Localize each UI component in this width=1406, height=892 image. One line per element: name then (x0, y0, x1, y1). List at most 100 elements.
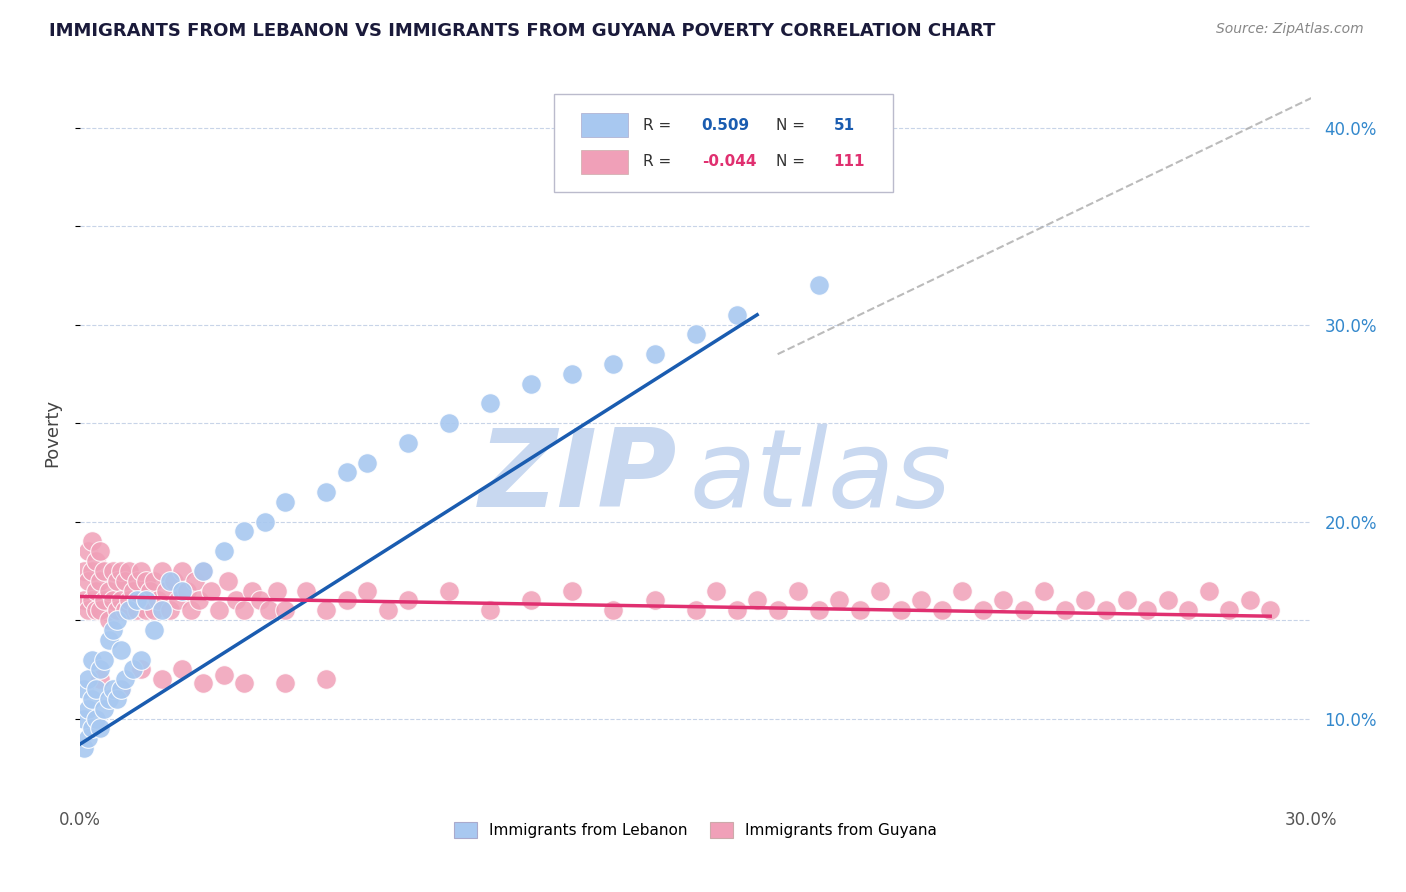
Point (89, 672, 111, 686)
Point (73, 682, 96, 697)
Text: R =: R = (643, 154, 676, 169)
Legend: Immigrants from Lebanon, Immigrants from Guyana: Immigrants from Lebanon, Immigrants from… (447, 816, 943, 845)
Point (257, 603, 280, 617)
Point (155, 583, 177, 598)
Point (101, 593, 124, 607)
Point (73, 712, 96, 726)
Text: N =: N = (776, 118, 810, 133)
Text: -0.044: -0.044 (702, 154, 756, 169)
Text: 111: 111 (834, 154, 865, 169)
Point (97, 583, 120, 598)
Point (561, 583, 583, 598)
Point (84, 554, 107, 568)
Point (766, 603, 789, 617)
Point (93, 702, 115, 716)
Point (191, 564, 214, 578)
Point (644, 347, 666, 361)
Point (274, 603, 297, 617)
Point (439, 416, 461, 430)
Point (294, 583, 316, 598)
Point (82, 593, 104, 607)
Point (807, 603, 830, 617)
Point (602, 357, 624, 371)
Point (127, 603, 149, 617)
Point (93, 593, 115, 607)
Point (191, 676, 214, 690)
Point (217, 574, 239, 588)
Point (142, 603, 165, 617)
Point (77, 574, 100, 588)
Point (77, 702, 100, 716)
Point (972, 603, 994, 617)
Point (787, 583, 810, 598)
Point (890, 603, 912, 617)
Point (315, 672, 337, 686)
Point (77, 672, 100, 686)
Point (644, 593, 666, 607)
Point (315, 603, 337, 617)
Point (110, 682, 132, 697)
Point (89, 603, 111, 617)
Point (84, 583, 107, 598)
Point (396, 593, 419, 607)
Point (240, 583, 263, 598)
FancyBboxPatch shape (581, 150, 628, 174)
Point (118, 603, 141, 617)
Point (274, 676, 297, 690)
Point (131, 564, 153, 578)
Point (110, 682, 132, 697)
Point (931, 603, 953, 617)
Point (212, 668, 235, 682)
Point (1218, 603, 1240, 617)
Point (135, 574, 157, 588)
Point (89, 544, 111, 558)
Point (439, 583, 461, 598)
Point (110, 564, 132, 578)
Point (1239, 593, 1261, 607)
Point (118, 564, 141, 578)
Point (131, 652, 153, 666)
Point (105, 603, 128, 617)
Point (93, 652, 115, 666)
Point (97, 613, 120, 627)
Point (1074, 593, 1097, 607)
Text: ZIP: ZIP (478, 424, 678, 530)
Point (869, 583, 891, 598)
Point (127, 574, 149, 588)
Text: IMMIGRANTS FROM LEBANON VS IMMIGRANTS FROM GUYANA POVERTY CORRELATION CHART: IMMIGRANTS FROM LEBANON VS IMMIGRANTS FR… (49, 22, 995, 40)
Point (146, 593, 169, 607)
Point (191, 564, 214, 578)
Point (1033, 583, 1056, 598)
Point (993, 593, 1015, 607)
Point (82, 534, 104, 549)
Point (138, 583, 160, 598)
Point (93, 564, 115, 578)
Point (176, 583, 198, 598)
Point (89, 662, 111, 676)
Y-axis label: Poverty: Poverty (44, 399, 60, 467)
Point (101, 682, 124, 697)
Point (479, 603, 502, 617)
Point (163, 574, 186, 588)
Point (84, 603, 107, 617)
Point (336, 466, 359, 480)
Point (89, 722, 111, 736)
Point (131, 593, 153, 607)
Point (89, 574, 111, 588)
Point (561, 367, 583, 381)
Point (396, 435, 419, 450)
Point (73, 593, 96, 607)
Point (377, 603, 399, 617)
Text: R =: R = (643, 118, 676, 133)
Point (105, 692, 128, 706)
Point (73, 564, 96, 578)
Point (233, 603, 256, 617)
Point (212, 544, 235, 558)
Point (274, 495, 297, 509)
Point (135, 593, 157, 607)
Point (101, 623, 124, 637)
Point (725, 603, 748, 617)
Point (172, 662, 194, 676)
Point (114, 603, 136, 617)
Point (356, 583, 378, 598)
